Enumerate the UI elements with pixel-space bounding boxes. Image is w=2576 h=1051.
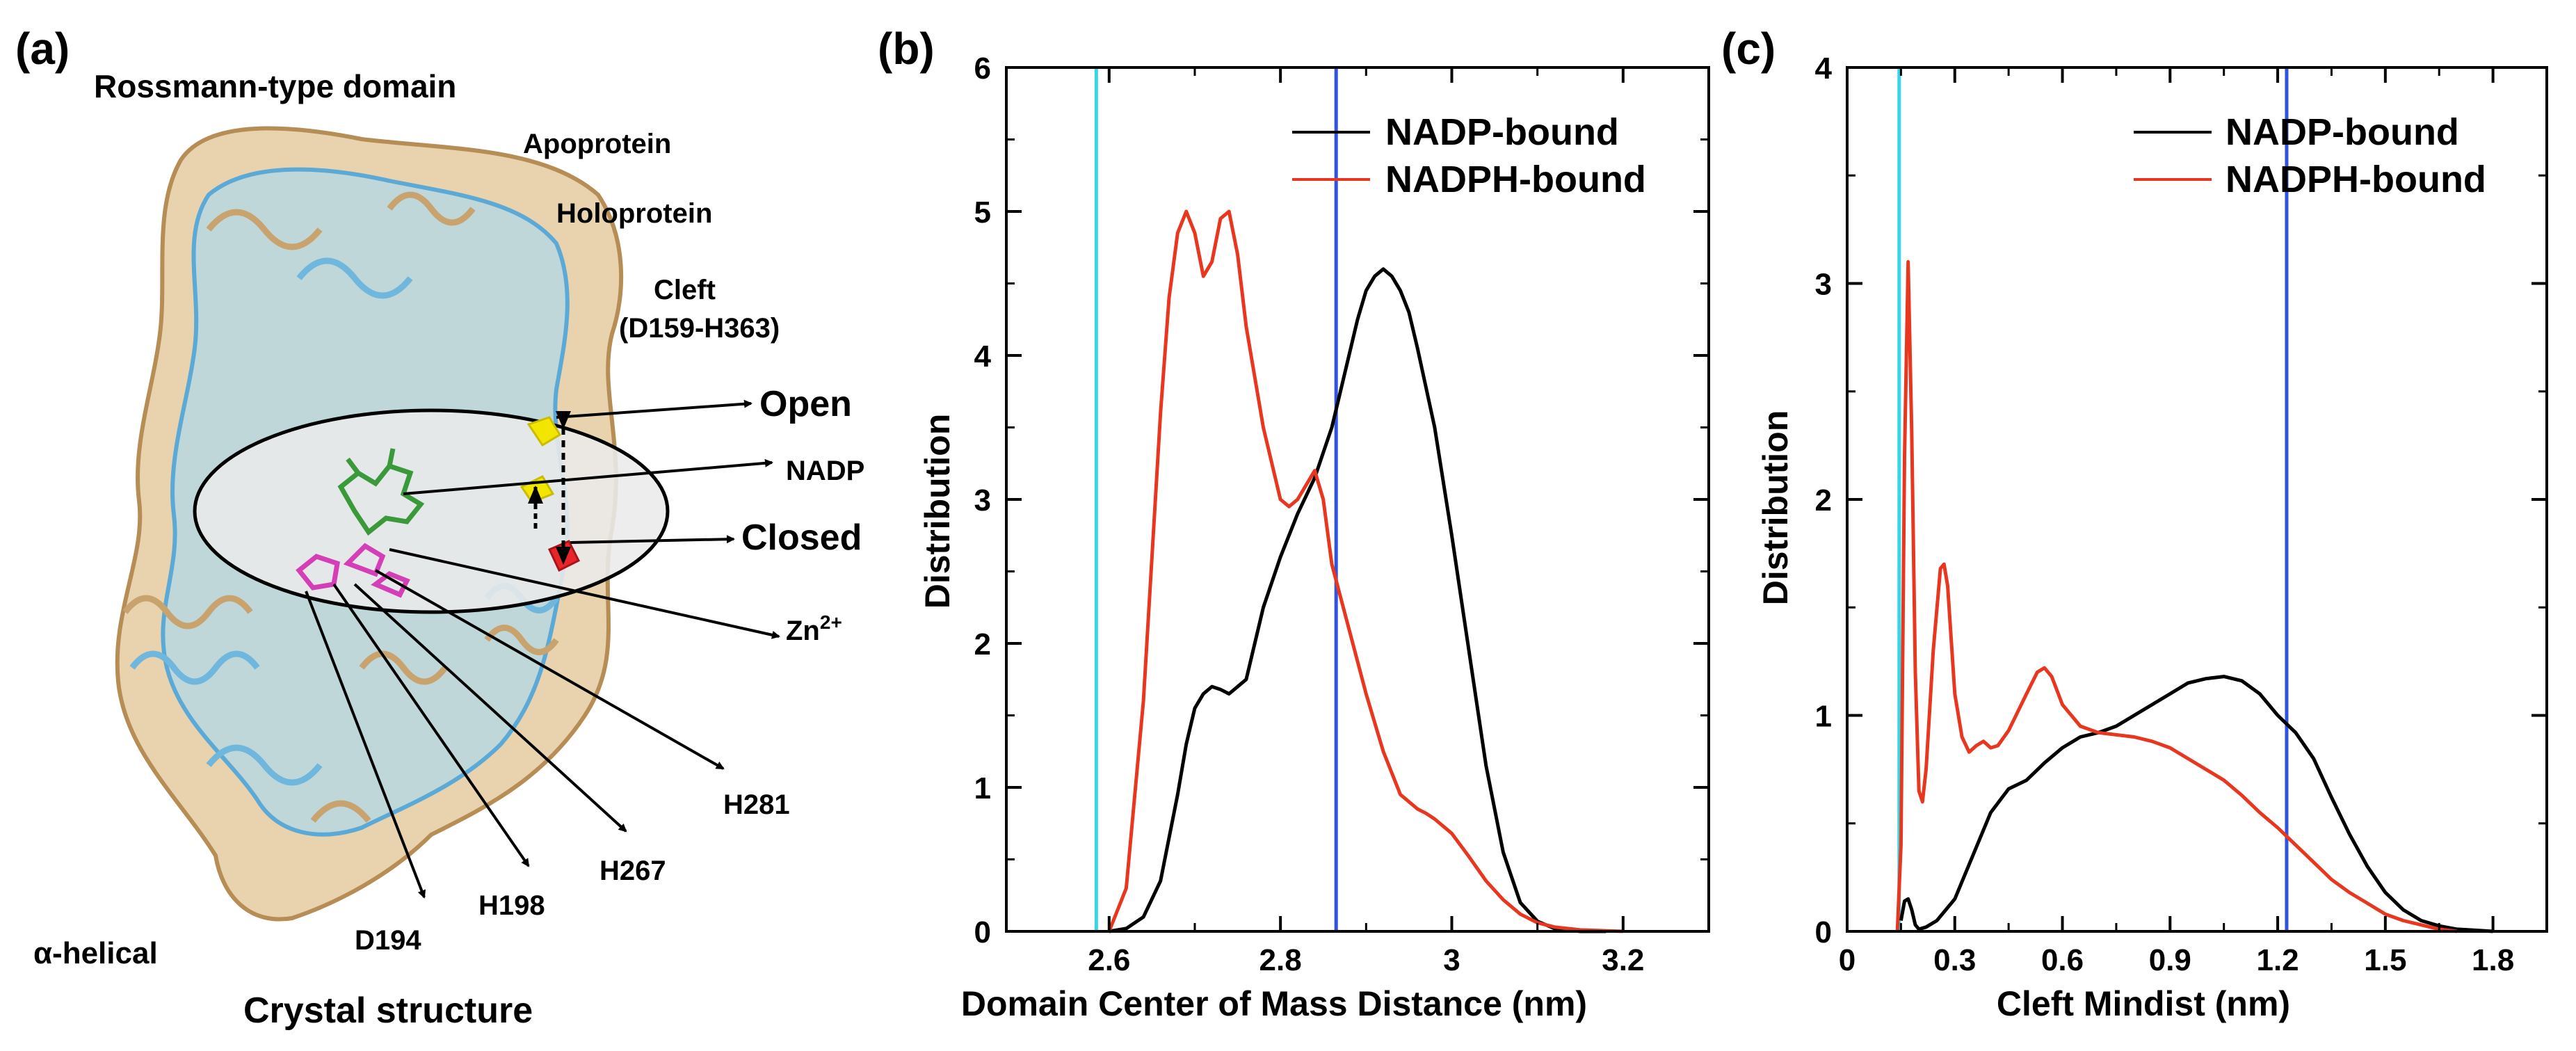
panel-c-xtick-label: 1.2 <box>2256 943 2299 977</box>
panel-c-series-nadph-bound-line <box>1895 259 2458 933</box>
annotation-arrows <box>305 399 780 899</box>
panel-c-xtick-label: 0.6 <box>2041 943 2084 977</box>
zn-label: Zn2+ <box>786 611 842 646</box>
panel-b-legend-nadp: NADP-bound <box>1385 111 1619 153</box>
panel-c-legend-nadph: NADPH-bound <box>2225 159 2486 200</box>
panel-c-xlabel: Cleft Mindist (nm) <box>1997 984 2290 1023</box>
panel-b-ytick-label: 4 <box>974 339 992 374</box>
cleft-ellipse <box>193 408 670 614</box>
rossmann-domain-label: Rossmann-type domain <box>94 68 456 104</box>
helix-coils <box>122 191 559 823</box>
panel-c-ytick-label: 2 <box>1815 483 1832 518</box>
panel-c-ytick-label: 3 <box>1815 268 1832 302</box>
panel-a-structure: (a) Rossmann-type domain <box>15 24 864 1031</box>
holoprotein-label: Holoprotein <box>556 198 712 229</box>
panel-c-chart: (c) 0 0.3 0.6 0.9 1.2 1.5 1.8 0 1 2 3 4 Distributio… <box>1721 24 2548 1023</box>
closed-label: Closed <box>741 518 862 558</box>
zn-pointer <box>389 548 780 639</box>
panel-a-letter: (a) <box>15 24 70 74</box>
cleft-label-line1: Cleft <box>654 275 716 305</box>
panel-c-series-nadp-bound-line <box>1899 675 2493 933</box>
panel-c-xtick-label: 1.8 <box>2472 943 2514 977</box>
h198-label: H198 <box>478 890 545 921</box>
h198-pointer <box>332 583 530 867</box>
panel-c-legend: NADP-bound NADPH-bound <box>2134 111 2486 200</box>
panel-b-ytick-label: 5 <box>974 195 991 230</box>
panel-c-ytick-label: 0 <box>1815 915 1832 949</box>
panel-b-ylabel: Distribution <box>918 414 957 609</box>
panel-c-xtick-label: 0 <box>1839 943 1855 977</box>
panel-b-letter: (b) <box>878 24 935 74</box>
crystal-structure-caption: Crystal structure <box>243 990 533 1031</box>
panel-b-ytick-label: 0 <box>974 915 991 949</box>
open-pointer <box>556 399 752 419</box>
open-label: Open <box>759 384 852 424</box>
cleft-label-line2: (D159-H363) <box>619 313 780 344</box>
nadp-ligand <box>337 448 425 536</box>
panel-b-plot: 2.6 2.8 3 3.2 0 1 2 3 4 5 6 <box>974 51 1710 977</box>
panel-c-plot: 0 0.3 0.6 0.9 1.2 1.5 1.8 0 1 2 3 4 <box>1815 51 2548 977</box>
panel-b-legend-nadph: NADPH-bound <box>1385 159 1646 200</box>
panel-b-series-nadp-bound-line <box>1109 267 1607 933</box>
panel-b-xtick-label: 2.6 <box>1088 943 1130 977</box>
h267-pointer <box>353 583 627 833</box>
nadp-pointer <box>403 458 773 495</box>
panel-b-xtick-label: 2.8 <box>1259 943 1302 977</box>
d194-label: D194 <box>355 925 421 956</box>
panel-b-ytick-label: 3 <box>974 483 991 518</box>
h267-label: H267 <box>599 856 666 886</box>
panel-b-xlabel: Domain Center of Mass Distance (nm) <box>961 984 1587 1023</box>
panel-b-series-nadph-bound-line <box>1107 209 1623 933</box>
d194-pointer <box>305 591 426 899</box>
nadp-label: NADP <box>786 456 864 486</box>
panel-c-ytick-label: 4 <box>1815 51 1833 86</box>
panel-b-chart: (b) 2.6 2.8 3 3.2 0 1 2 3 4 5 6 Distribution Domai… <box>878 24 1710 1023</box>
protein-structure-illustration <box>115 126 670 922</box>
zinc-binding-residues <box>296 543 410 598</box>
apoprotein-label: Apoprotein <box>523 129 671 159</box>
panel-b-xtick-label: 3.2 <box>1602 943 1644 977</box>
panel-b-xtick-label: 3 <box>1443 943 1460 977</box>
panel-b-ytick-label: 2 <box>974 627 991 661</box>
panel-c-ytick-label: 1 <box>1815 700 1832 734</box>
panel-c-xtick-label: 0.9 <box>2149 943 2191 977</box>
closed-pointer <box>570 535 735 544</box>
panel-b-ytick-label: 1 <box>974 771 991 805</box>
panel-b-ytick-label: 6 <box>974 51 991 86</box>
h281-label: H281 <box>723 789 790 820</box>
h281-pointer <box>375 569 725 770</box>
panel-b-legend: NADP-bound NADPH-bound <box>1292 111 1646 200</box>
alpha-helical-label: α-helical <box>33 936 158 970</box>
panel-c-letter: (c) <box>1721 24 1776 74</box>
panel-c-xtick-label: 0.3 <box>1933 943 1976 977</box>
panel-c-legend-nadp: NADP-bound <box>2225 111 2459 153</box>
panel-c-ylabel: Distribution <box>1756 410 1795 606</box>
panel-c-xtick-label: 1.5 <box>2364 943 2406 977</box>
